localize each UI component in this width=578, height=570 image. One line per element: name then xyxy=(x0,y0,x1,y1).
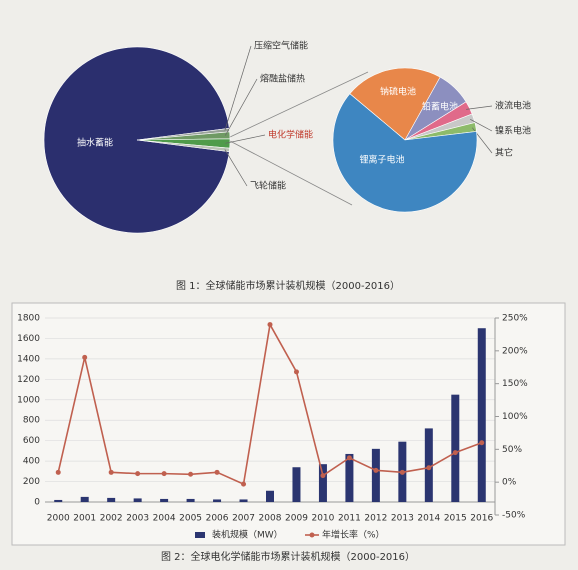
x-tick-label: 2010 xyxy=(311,514,334,524)
caption: 图 2：全球电化学储能市场累计装机规模（2000-2016） xyxy=(161,550,415,563)
line-marker xyxy=(426,465,432,471)
slice-label: 电化学储能 xyxy=(268,129,313,141)
caption: 图 1：全球储能市场累计装机规模（2000-2016） xyxy=(176,279,400,292)
x-tick-label: 2007 xyxy=(232,514,255,524)
line-marker xyxy=(241,481,247,487)
x-tick-label: 2011 xyxy=(338,514,361,524)
pie-slice xyxy=(43,46,230,234)
legend-marker xyxy=(309,532,315,538)
bar xyxy=(371,448,380,502)
line-marker xyxy=(346,455,352,461)
bar xyxy=(318,464,327,502)
y-tick-label: 1000 xyxy=(17,395,40,405)
y-tick-label: 400 xyxy=(23,457,40,467)
x-tick-label: 2013 xyxy=(391,514,414,524)
y-tick-label: 1800 xyxy=(17,314,40,324)
x-tick-label: 2015 xyxy=(444,514,467,524)
leader-line xyxy=(225,134,266,144)
x-tick-label: 2016 xyxy=(470,514,493,524)
y-tick-label: 1400 xyxy=(17,354,40,364)
slice-label: 铅蓄电池 xyxy=(422,101,458,113)
bar xyxy=(345,453,354,502)
bar xyxy=(133,498,142,502)
leader-line xyxy=(466,105,493,110)
x-tick-label: 2001 xyxy=(73,514,96,524)
slice-label: 锂离子电池 xyxy=(359,154,404,166)
line-marker xyxy=(82,354,88,360)
chart-frame xyxy=(11,302,566,546)
line-marker xyxy=(108,469,114,475)
x-tick-label: 2005 xyxy=(179,514,202,524)
x-tick-label: 2004 xyxy=(153,514,176,524)
bar xyxy=(477,328,486,502)
line-marker xyxy=(161,471,167,477)
y2-tick-label: 50% xyxy=(502,445,522,455)
x-tick-label: 2009 xyxy=(285,514,308,524)
x-tick-label: 2002 xyxy=(100,514,123,524)
line-marker xyxy=(373,467,379,473)
x-tick-label: 2014 xyxy=(417,514,440,524)
line-marker xyxy=(320,473,326,479)
leader-line xyxy=(224,149,248,187)
bar xyxy=(292,467,301,502)
x-tick-label: 2006 xyxy=(206,514,229,524)
leader-line xyxy=(470,119,493,132)
line-marker xyxy=(452,450,458,456)
y2-tick-label: 100% xyxy=(502,412,528,422)
y2-tick-label: 150% xyxy=(502,379,528,389)
y-tick-label: 800 xyxy=(23,416,40,426)
y2-tick-label: 200% xyxy=(502,346,528,356)
connector xyxy=(229,140,353,206)
x-tick-label: 2012 xyxy=(364,514,387,524)
bar xyxy=(80,496,89,502)
bar xyxy=(107,497,116,502)
y-tick-label: 0 xyxy=(34,498,40,508)
bar xyxy=(160,498,169,502)
y2-tick-label: -50% xyxy=(502,511,526,521)
line-marker xyxy=(135,471,141,477)
bar xyxy=(54,499,63,502)
line-marker xyxy=(55,469,61,475)
line-marker xyxy=(188,471,194,477)
leader-line xyxy=(224,45,252,131)
leader-line xyxy=(224,78,258,136)
bar xyxy=(213,499,222,502)
slice-label: 液流电池 xyxy=(495,100,531,112)
slice-label: 其它 xyxy=(495,147,513,159)
x-tick-label: 2008 xyxy=(259,514,282,524)
legend-label: 年增长率（%） xyxy=(322,529,385,541)
slice-label: 抽水蓄能 xyxy=(77,137,113,149)
y-tick-label: 200 xyxy=(23,477,40,487)
y2-tick-label: 0% xyxy=(502,478,517,488)
pie-slice xyxy=(332,93,478,213)
pie-slice xyxy=(136,139,230,152)
bar xyxy=(266,490,274,502)
slice-label: 飞轮储能 xyxy=(250,180,286,192)
connector xyxy=(229,71,369,138)
line-marker xyxy=(267,322,273,328)
bar xyxy=(451,394,460,502)
y-tick-label: 1600 xyxy=(17,334,40,344)
y-tick-label: 600 xyxy=(23,436,40,446)
legend-marker xyxy=(195,532,205,538)
bar xyxy=(186,498,195,502)
line-marker xyxy=(293,369,299,375)
legend-label: 装机规模（MW） xyxy=(212,529,283,541)
line-marker xyxy=(214,469,220,475)
slice-label: 钠硫电池 xyxy=(380,86,416,98)
y-tick-label: 1200 xyxy=(17,375,40,385)
slice-label: 镍系电池 xyxy=(495,125,531,137)
y2-tick-label: 250% xyxy=(502,314,528,324)
bar xyxy=(424,428,433,502)
pie-slice xyxy=(349,67,441,141)
slice-label: 压缩空气储能 xyxy=(254,40,308,52)
slice-label: 熔融盐储热 xyxy=(260,73,305,85)
bar xyxy=(239,499,248,502)
line-marker xyxy=(399,469,405,475)
line-marker xyxy=(479,440,485,446)
x-tick-label: 2003 xyxy=(126,514,149,524)
x-tick-label: 2000 xyxy=(47,514,70,524)
